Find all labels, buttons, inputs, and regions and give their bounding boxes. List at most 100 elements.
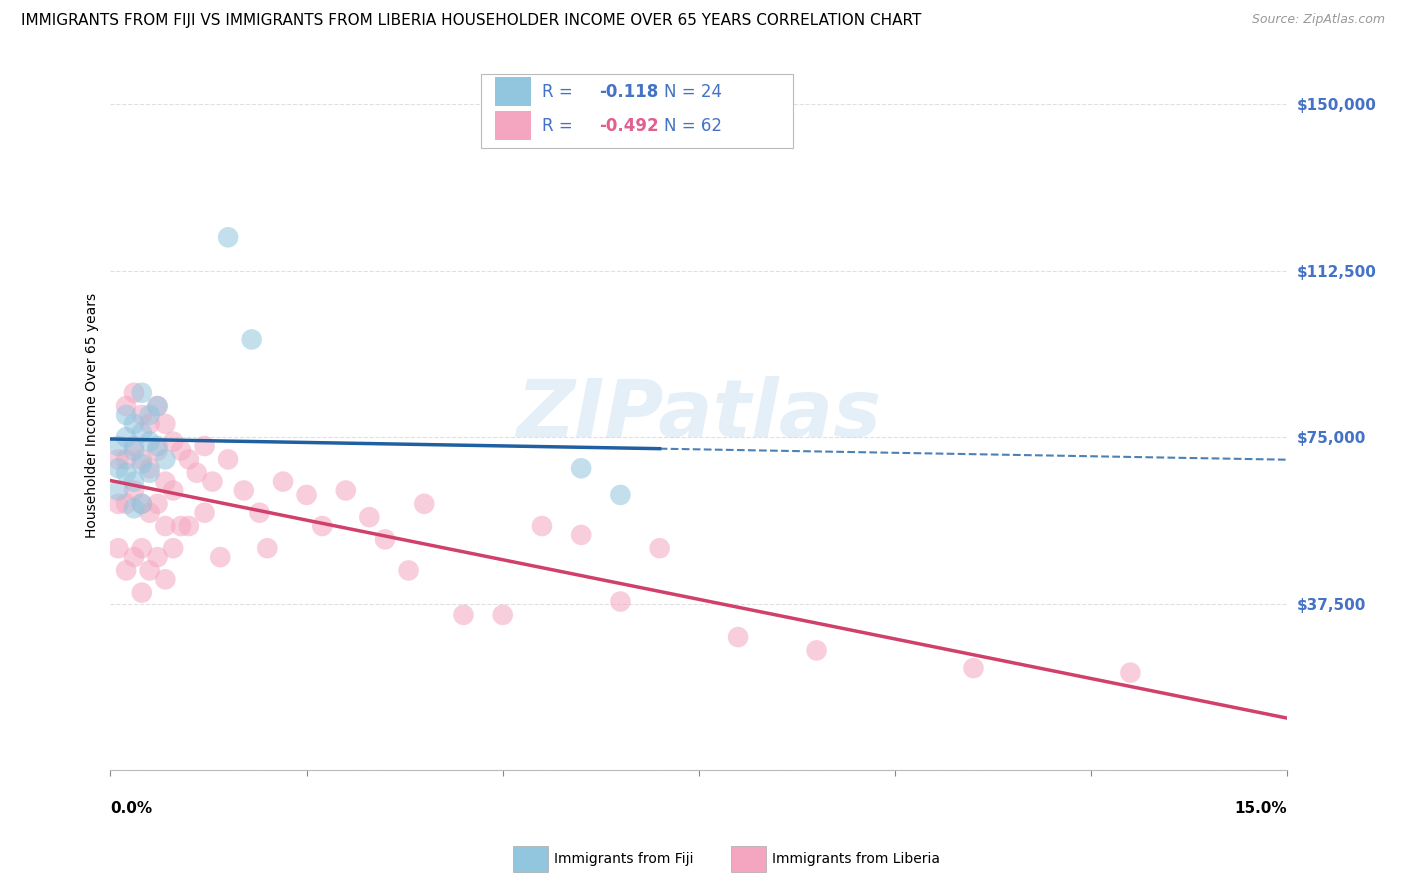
Point [609,488,631,502]
Point [201,475,224,489]
Text: 15.0%: 15.0% [1234,801,1288,816]
Point [155,572,177,586]
Point [107,497,129,511]
Point [962,661,984,675]
Point [131,497,153,511]
Bar [481,74,793,148]
Point [311,519,333,533]
Point [193,506,215,520]
Point [162,483,184,498]
Point [398,564,420,578]
Bar [495,78,530,106]
Point [146,399,169,413]
Point [806,643,828,657]
Point [727,630,749,644]
Text: -0.492: -0.492 [599,117,658,135]
Point [107,452,129,467]
Point [107,483,129,498]
Text: Immigrants from Liberia: Immigrants from Liberia [772,852,939,866]
Point [131,452,153,467]
Point [146,550,169,565]
Point [155,475,177,489]
Point [146,443,169,458]
Point [115,399,138,413]
Point [155,519,177,533]
Point [295,488,318,502]
Point [256,541,278,556]
Point [131,541,153,556]
Point [138,466,160,480]
Point [107,461,129,475]
Point [170,519,193,533]
Point [146,399,169,413]
Point [155,417,177,431]
Point [271,475,294,489]
Point [122,417,145,431]
Point [122,475,145,489]
Point [122,443,145,458]
Point [162,434,184,449]
Point [648,541,671,556]
Point [146,439,169,453]
Point [131,425,153,440]
Point [209,550,232,565]
Point [122,483,145,498]
Text: N = 62: N = 62 [664,117,721,135]
Point [107,439,129,453]
Point [217,452,239,467]
Point [193,439,215,453]
Point [122,385,145,400]
Point [115,430,138,444]
Point [492,607,515,622]
Point [146,497,169,511]
Point [186,466,208,480]
Point [155,452,177,467]
Point [249,506,271,520]
Point [122,501,145,516]
Point [138,408,160,422]
Y-axis label: Householder Income Over 65 years: Householder Income Over 65 years [86,293,100,538]
Text: 0.0%: 0.0% [111,801,152,816]
Point [131,497,153,511]
Point [131,457,153,471]
Point [122,439,145,453]
Text: R =: R = [543,117,578,135]
Point [122,550,145,565]
Bar [495,112,530,140]
Text: Source: ZipAtlas.com: Source: ZipAtlas.com [1251,13,1385,27]
Point [359,510,381,524]
Point [115,564,138,578]
Point [374,533,396,547]
Point [115,408,138,422]
Text: IMMIGRANTS FROM FIJI VS IMMIGRANTS FROM LIBERIA HOUSEHOLDER INCOME OVER 65 YEARS: IMMIGRANTS FROM FIJI VS IMMIGRANTS FROM … [21,13,921,29]
Point [115,452,138,467]
Point [138,506,160,520]
Text: Immigrants from Fiji: Immigrants from Fiji [554,852,693,866]
Point [115,497,138,511]
Point [569,528,592,542]
Point [170,443,193,458]
Point [1119,665,1142,680]
Point [177,519,200,533]
Point [162,541,184,556]
Point [177,452,200,467]
Point [138,417,160,431]
Point [609,594,631,608]
Point [569,461,592,475]
Point [138,564,160,578]
Point [217,230,239,244]
Point [232,483,254,498]
Point [453,607,475,622]
Point [335,483,357,498]
Point [131,408,153,422]
Point [115,466,138,480]
Text: R =: R = [543,83,578,101]
Point [107,541,129,556]
Text: -0.118: -0.118 [599,83,658,101]
Point [240,333,263,347]
Point [413,497,436,511]
Point [131,385,153,400]
Point [530,519,553,533]
Point [131,585,153,599]
Text: ZIPatlas: ZIPatlas [516,376,882,454]
